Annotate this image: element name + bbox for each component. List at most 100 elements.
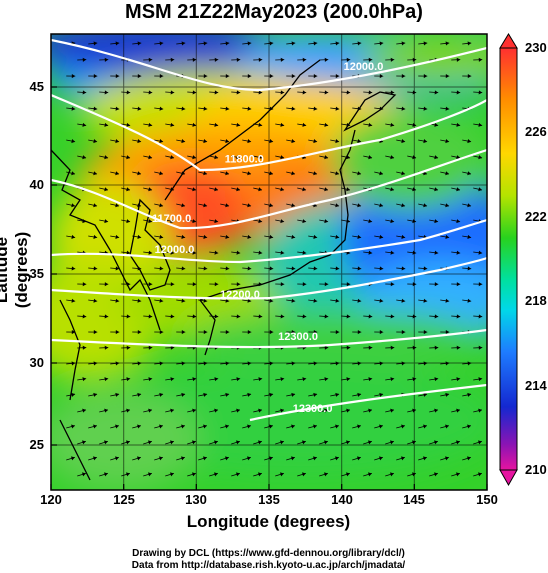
wind-arrow-head — [412, 345, 417, 350]
wind-arrow-head — [82, 57, 87, 62]
wind-arrow-head — [269, 234, 274, 239]
wind-arrow-head — [346, 57, 351, 62]
wind-arrow-head — [291, 171, 296, 176]
wind-arrow-head — [192, 408, 196, 413]
wind-arrow-head — [225, 106, 230, 111]
wind-arrow-head — [423, 74, 428, 79]
wind-arrow-head — [148, 314, 153, 319]
wind-arrow-head — [115, 41, 120, 46]
wind-arrow-head — [115, 171, 120, 176]
wind-arrow-head — [236, 122, 241, 127]
wind-arrow-head — [181, 266, 186, 271]
lat-tick-30: 30 — [29, 355, 44, 370]
wind-arrow-head — [445, 392, 450, 397]
wind-arrow-head — [258, 408, 262, 413]
wind-arrow-head — [236, 282, 241, 287]
wind-arrow-head — [456, 250, 461, 255]
wind-arrow-head — [411, 440, 416, 445]
wind-arrow-head — [169, 440, 174, 445]
wind-arrow-head — [280, 314, 285, 319]
wind-arrow-head — [214, 57, 219, 62]
wind-arrow-head — [82, 282, 87, 287]
wind-arrow-head — [93, 234, 98, 239]
wind-arrow-head — [423, 392, 428, 397]
wind-arrow-head — [346, 408, 350, 413]
wind-arrow-head — [93, 361, 98, 366]
wind-arrow-head — [368, 345, 373, 350]
wind-arrow-head — [126, 122, 131, 127]
wind-arrow-head — [203, 106, 208, 111]
contour-label: 12300.0 — [278, 331, 318, 343]
wind-arrow-head — [104, 122, 109, 127]
wind-arrow-head — [390, 155, 395, 160]
wind-arrow-head — [357, 298, 362, 303]
wind-arrow-head — [159, 74, 164, 79]
contour-label: 12300.0 — [293, 403, 333, 415]
wind-arrow-head — [125, 440, 130, 445]
wind-arrow-head — [291, 424, 295, 429]
wind-arrow-head — [192, 377, 197, 382]
wind-arrow-head — [82, 345, 87, 350]
wind-arrow-head — [280, 187, 285, 192]
wind-arrow-head — [159, 392, 164, 397]
wind-arrow-head — [169, 472, 174, 477]
wind-arrow-head — [269, 203, 274, 208]
wind-arrow-head — [137, 234, 142, 239]
wind-arrow-head — [379, 298, 384, 303]
wind-arrow-head — [368, 377, 373, 382]
wind-arrow-head — [291, 203, 296, 208]
wind-arrow-head — [302, 250, 307, 255]
wind-arrow-head — [335, 171, 340, 176]
wind-arrow-head — [137, 106, 142, 111]
wind-arrow-head — [467, 234, 472, 239]
wind-arrow-head — [390, 314, 395, 319]
wind-arrow-head — [401, 74, 406, 79]
wind-arrow-head — [247, 139, 252, 144]
lat-tick-35: 35 — [29, 266, 44, 281]
wind-arrow-head — [390, 408, 394, 413]
wind-arrow-head — [302, 314, 307, 319]
wind-arrow-head — [412, 57, 417, 62]
wind-arrow-head — [81, 440, 86, 445]
wind-arrow-head — [225, 234, 230, 239]
wind-arrow-head — [258, 377, 263, 382]
wind-arrow-head — [136, 456, 141, 461]
wind-arrow-head — [467, 361, 472, 366]
coastlines — [51, 59, 397, 481]
wind-arrow-head — [433, 440, 438, 445]
wind-arrow-head — [313, 392, 318, 397]
wind-arrow-head — [478, 122, 483, 127]
wind-arrow-head — [159, 234, 164, 239]
wind-arrow-head — [236, 155, 241, 160]
wind-arrow-head — [82, 122, 87, 127]
wind-arrow-head — [401, 361, 406, 366]
wind-arrow-head — [456, 282, 461, 287]
wind-arrow-head — [412, 377, 417, 382]
wind-arrow-head — [203, 424, 207, 429]
wind-arrow-head — [467, 139, 472, 144]
wind-arrow-head — [148, 408, 152, 413]
wind-arrow-head — [445, 234, 450, 239]
wind-arrow-head — [258, 250, 263, 255]
wind-arrow-head — [466, 456, 471, 461]
wind-arrow-head — [313, 298, 318, 303]
wind-arrow-head — [379, 41, 384, 46]
wind-arrow-head — [148, 155, 153, 160]
wind-arrow-head — [423, 139, 428, 144]
wind-arrow-head — [302, 377, 307, 382]
wind-arrow-head — [93, 424, 97, 429]
wind-arrow-head — [390, 219, 395, 224]
wind-arrow-head — [191, 440, 196, 445]
wind-arrow-head — [246, 456, 251, 461]
wind-arrow-head — [225, 74, 230, 79]
wind-arrow-head — [280, 57, 285, 62]
wind-arrow-head — [137, 41, 142, 46]
wind-arrow-head — [192, 122, 197, 127]
wind-arrow-head — [301, 440, 306, 445]
wind-arrow-head — [423, 424, 427, 429]
wind-arrow-head — [456, 345, 461, 350]
colorbar-tick: 226 — [525, 124, 547, 139]
wind-arrow-head — [467, 424, 471, 429]
wind-arrow-head — [401, 298, 406, 303]
wind-arrow-head — [434, 250, 439, 255]
